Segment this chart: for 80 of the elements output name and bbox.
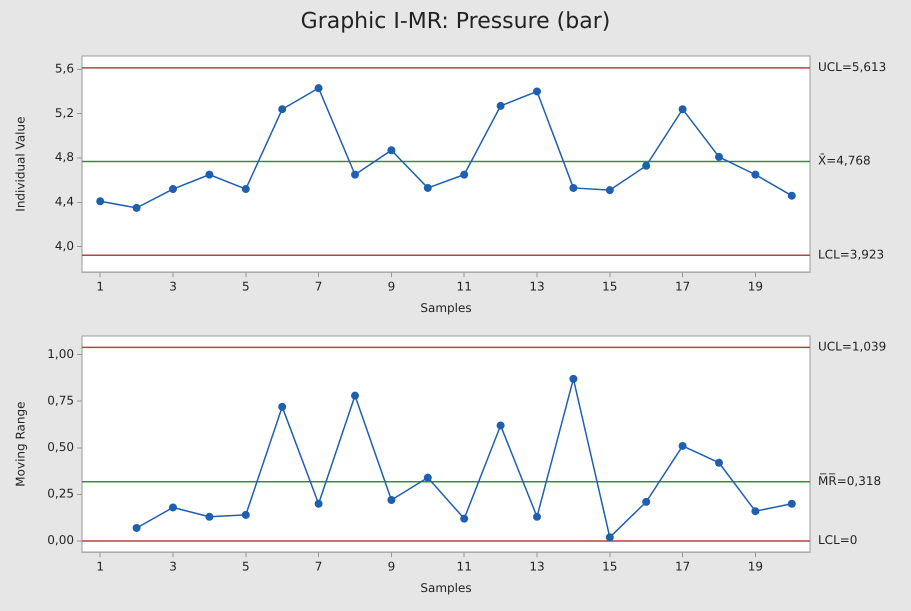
point [424, 474, 432, 482]
point [569, 374, 578, 383]
x-tick-label: 15 [602, 280, 618, 294]
point [715, 458, 723, 467]
y-tick-label: 5,6 [54, 61, 74, 76]
y-tick-label: 0,00 [47, 533, 74, 548]
x-tick-label: 1 [96, 560, 104, 574]
point [278, 402, 286, 411]
y-tick-label: 0,75 [47, 393, 74, 408]
point [678, 442, 687, 450]
point [642, 162, 650, 170]
point [788, 500, 796, 508]
ref-line-label: X̄=4,768 [818, 153, 871, 168]
point [460, 170, 468, 179]
x-tick-label: 13 [529, 280, 545, 294]
point [242, 510, 250, 519]
point [387, 496, 396, 504]
point [96, 197, 104, 206]
ref-line-label: LCL=0 [818, 533, 858, 548]
x-tick-label: 17 [674, 560, 690, 574]
x-tick-label: 17 [674, 280, 690, 294]
x-tick-label: 7 [314, 560, 322, 574]
x-axis-title: Samples [420, 580, 472, 595]
point [751, 507, 760, 516]
point [387, 146, 396, 154]
point [496, 102, 505, 110]
y-tick-label: 4,8 [54, 150, 74, 164]
point [496, 421, 505, 430]
point [314, 500, 323, 508]
x-tick-label: 1 [96, 280, 104, 294]
point [314, 84, 323, 92]
ref-line-label: LCL=3,923 [818, 247, 884, 262]
x-tick-label: 9 [388, 560, 396, 574]
point [642, 498, 650, 506]
point [460, 514, 468, 523]
point [424, 184, 432, 192]
point [242, 185, 250, 194]
point [205, 170, 214, 179]
point [678, 105, 687, 114]
x-tick-label: 3 [169, 560, 177, 574]
point [351, 392, 359, 400]
point [533, 87, 541, 96]
x-axis-title: Samples [420, 300, 472, 315]
point [606, 186, 614, 194]
point [169, 503, 177, 512]
y-tick-label: 0,25 [47, 486, 74, 501]
point [533, 512, 541, 521]
point [751, 170, 760, 179]
ref-line-label: UCL=5,613 [818, 60, 886, 74]
ref-line-label: M̅R̅=0,318 [818, 472, 882, 488]
point [788, 192, 796, 200]
x-tick-label: 5 [242, 280, 250, 294]
point [606, 533, 614, 542]
chart-title: Graphic I-MR: Pressure (bar) [300, 8, 612, 36]
y-tick-label: 4,4 [54, 194, 74, 208]
ref-line-label: UCL=1,039 [818, 339, 886, 354]
x-tick-label: 3 [169, 280, 177, 294]
x-tick-label: 15 [602, 560, 618, 574]
y-tick-label: 0,50 [47, 440, 74, 454]
point [132, 204, 141, 212]
y-tick-label: 4,0 [54, 238, 74, 253]
y-axis-title: Moving Range [13, 402, 28, 487]
x-tick-label: 13 [529, 560, 545, 574]
point [205, 512, 214, 521]
x-tick-label: 9 [388, 280, 396, 294]
x-tick-label: 5 [242, 560, 250, 574]
point [169, 185, 177, 194]
x-tick-label: 11 [456, 280, 472, 294]
point [715, 152, 723, 161]
x-tick-label: 11 [456, 560, 472, 574]
point [569, 184, 578, 192]
point [278, 105, 286, 114]
y-axis-title: Individual Value [13, 116, 28, 212]
x-tick-label: 19 [748, 560, 764, 574]
point [132, 524, 141, 532]
point [351, 170, 359, 179]
x-tick-label: 19 [748, 280, 764, 294]
y-tick-label: 5,2 [54, 106, 74, 120]
y-tick-label: 1,00 [47, 346, 74, 361]
x-tick-label: 7 [314, 280, 322, 294]
